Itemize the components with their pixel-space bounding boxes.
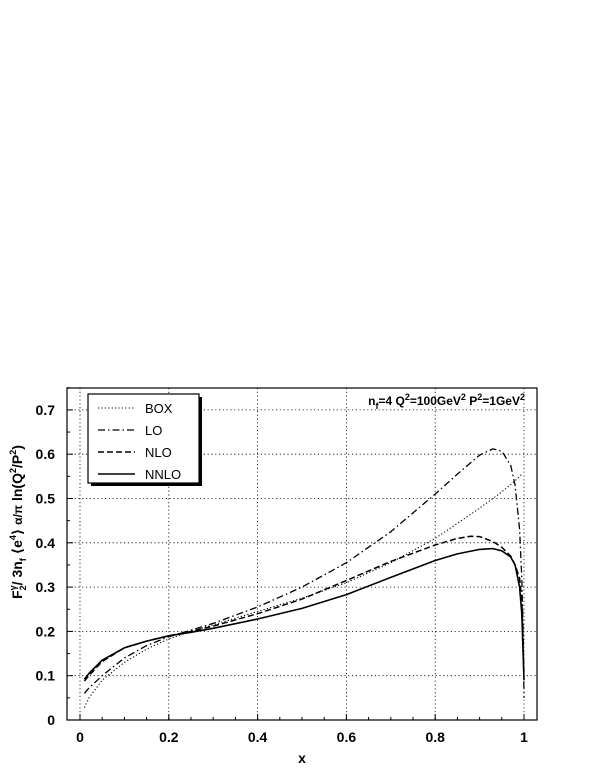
y-tick-label: 0.4 [36, 535, 56, 551]
series-nlo-line [83, 535, 525, 682]
legend: BOX LO NLO NNLO [87, 393, 202, 486]
y-tick-label: 0.7 [36, 402, 56, 418]
y-axis-label: F2γ/ 3nf ⟨e4⟩ α/π ln(Q2/P2) [8, 445, 28, 599]
y-tick-label: 0.2 [36, 623, 56, 639]
axis-ticks: 0 0.2 0.4 0.6 0.8 1 0 0.1 0.2 0.3 0.4 0.5 0.6 0.7 [36, 387, 528, 745]
x-tick-label: 0.8 [425, 729, 445, 745]
series-curves [83, 448, 525, 708]
y-tick-label: 0.3 [36, 579, 56, 595]
y-tick-label: 0.5 [36, 491, 56, 507]
series-nnlo-line [83, 547, 525, 681]
x-axis-label: x [298, 750, 306, 766]
y-tick-label: 0.6 [36, 446, 56, 462]
grid [67, 388, 537, 720]
x-tick-label: 0.6 [337, 729, 357, 745]
x-tick-label: 0.4 [248, 729, 268, 745]
y-tick-label: 0 [47, 712, 55, 728]
x-tick-label: 1 [520, 729, 528, 745]
y-tick-label: 0.1 [36, 668, 56, 684]
x-tick-label: 0 [76, 729, 84, 745]
legend-label-nnlo: NNLO [145, 467, 181, 482]
legend-label-box: BOX [145, 401, 173, 416]
x-tick-label: 0.2 [159, 729, 179, 745]
annotation: nf=4 Q2=100GeV2 P2=1GeV2 [368, 392, 525, 411]
legend-label-nlo: NLO [145, 445, 172, 460]
series-box-line [83, 473, 523, 708]
series-lo-line [83, 448, 525, 698]
legend-label-lo: LO [145, 423, 162, 438]
